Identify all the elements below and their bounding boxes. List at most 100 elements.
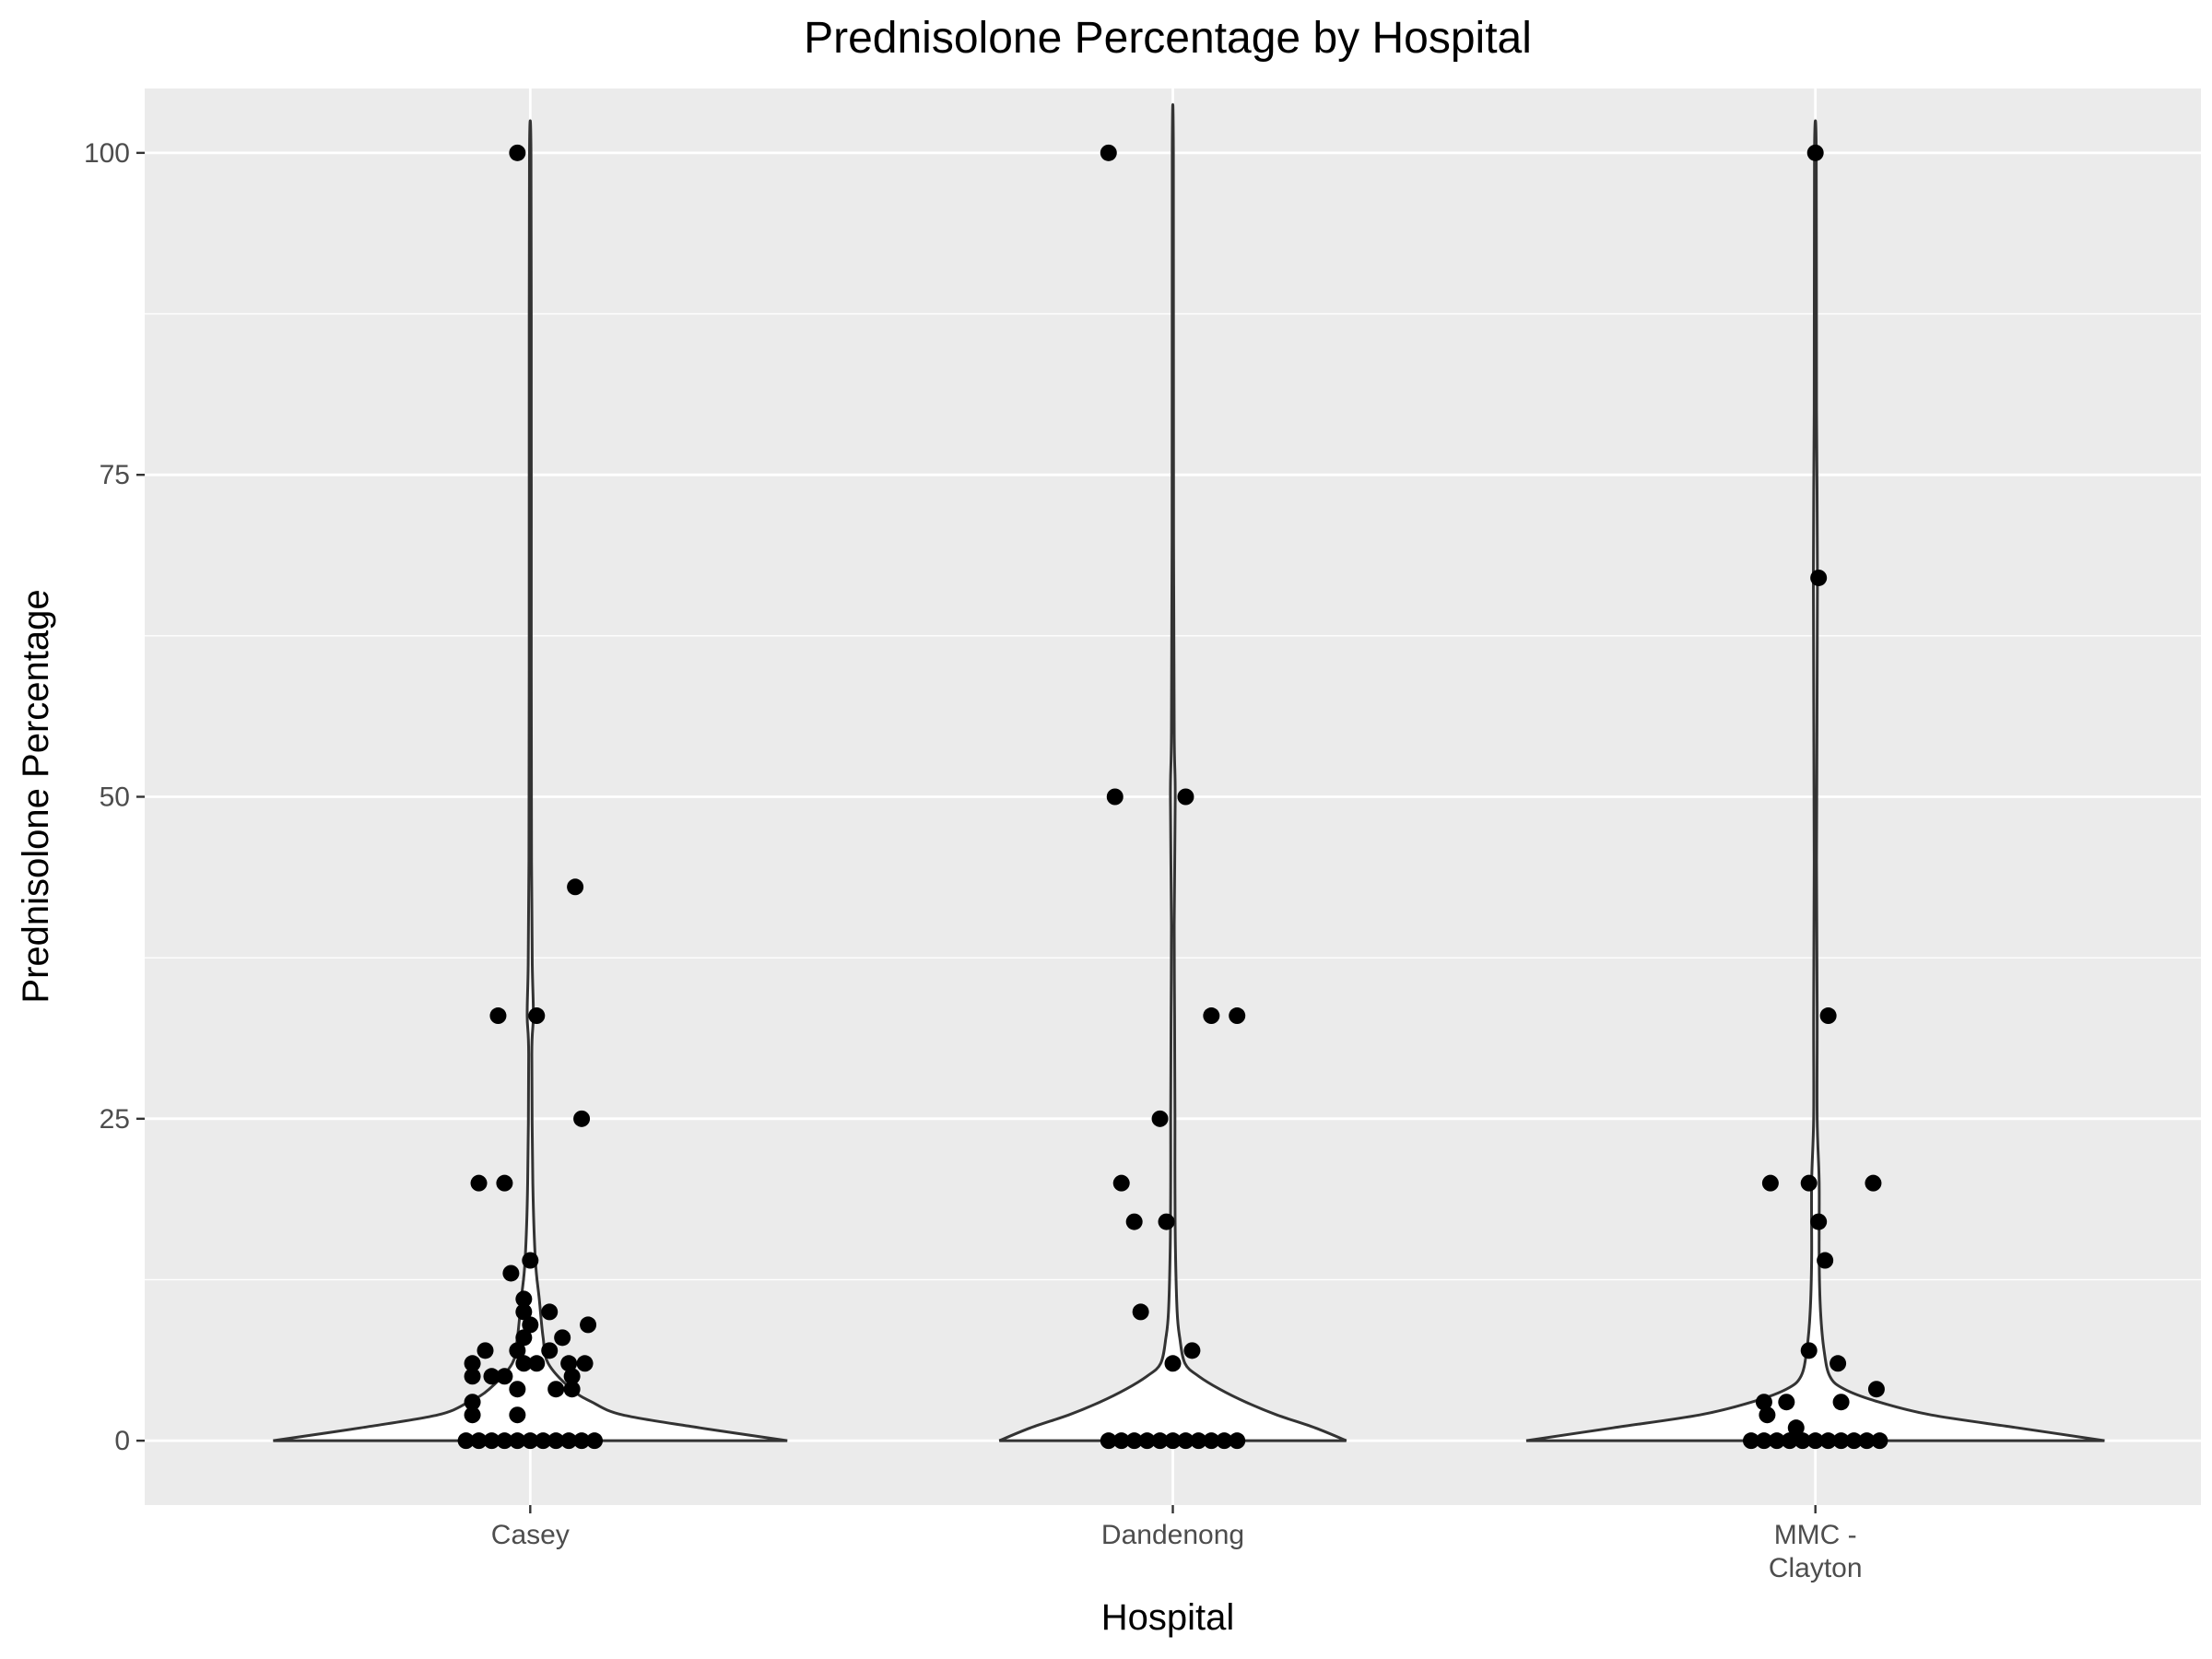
violin-0: [273, 119, 788, 1442]
data-point: [586, 1432, 604, 1450]
data-point: [509, 1342, 526, 1359]
data-point: [560, 1432, 578, 1450]
data-point: [554, 1329, 571, 1347]
data-point: [464, 1368, 481, 1385]
data-point: [464, 1394, 481, 1411]
data-point: [1112, 1174, 1130, 1192]
data-point: [489, 1007, 507, 1025]
data-point: [1768, 1432, 1785, 1450]
data-point: [547, 1381, 565, 1398]
data-point: [1183, 1342, 1201, 1359]
data-point: [1755, 1394, 1772, 1411]
data-point: [1164, 1432, 1182, 1450]
y-axis: 0 25 50 75 100: [84, 138, 145, 1456]
y-tick-label: 0: [114, 1426, 130, 1456]
data-point: [1787, 1419, 1805, 1437]
data-point: [567, 878, 584, 896]
data-point: [1742, 1432, 1759, 1450]
data-point: [563, 1368, 581, 1385]
data-point: [580, 1316, 597, 1334]
data-point: [1190, 1432, 1207, 1450]
data-point: [1865, 1174, 1882, 1192]
data-point: [1177, 788, 1194, 806]
data-point: [1819, 1432, 1837, 1450]
data-point: [528, 1007, 546, 1025]
x-tick-label: Casey: [491, 1520, 570, 1550]
y-tick-label: 50: [100, 782, 130, 813]
data-point: [470, 1432, 488, 1450]
data-point: [1832, 1432, 1850, 1450]
data-point: [1229, 1007, 1246, 1025]
data-point: [515, 1329, 533, 1347]
data-point: [1819, 1007, 1837, 1025]
data-point: [1100, 1432, 1117, 1450]
data-point: [509, 144, 526, 161]
data-point: [464, 1406, 481, 1424]
data-point: [522, 1432, 539, 1450]
data-point: [496, 1368, 513, 1385]
data-point: [470, 1174, 488, 1192]
data-point: [1125, 1213, 1143, 1230]
x-tick-label: Dandenong: [1101, 1520, 1244, 1550]
chart-title: Prednisolone Percentage by Hospital: [804, 14, 1532, 63]
data-point: [1132, 1303, 1149, 1321]
data-point: [1761, 1174, 1779, 1192]
data-point: [1830, 1355, 1847, 1372]
y-axis-title: Prednisolone Percentage: [16, 589, 56, 1003]
data-point: [509, 1406, 526, 1424]
data-point: [509, 1381, 526, 1398]
data-point: [573, 1432, 591, 1450]
data-point: [457, 1432, 475, 1450]
data-point: [1158, 1213, 1175, 1230]
x-axis: Casey Dandenong MMC -Clayton: [491, 1505, 1863, 1583]
data-point: [496, 1432, 513, 1450]
data-point: [1867, 1381, 1885, 1398]
data-point: [515, 1303, 533, 1321]
data-point: [1151, 1432, 1169, 1450]
data-point: [1125, 1432, 1143, 1450]
data-point: [563, 1381, 581, 1398]
data-point: [483, 1432, 500, 1450]
data-point: [576, 1355, 594, 1372]
data-point: [502, 1265, 520, 1282]
data-point: [1806, 144, 1824, 161]
data-points: [457, 144, 1888, 1450]
data-point: [1871, 1432, 1888, 1450]
data-point: [1845, 1432, 1863, 1450]
y-tick-label: 25: [100, 1104, 130, 1135]
data-point: [1832, 1394, 1850, 1411]
data-point: [1800, 1342, 1818, 1359]
data-point: [1177, 1432, 1194, 1450]
data-point: [528, 1355, 546, 1372]
data-point: [515, 1290, 533, 1308]
data-point: [522, 1252, 539, 1269]
data-point: [1216, 1432, 1233, 1450]
data-point: [1755, 1432, 1772, 1450]
data-point: [541, 1303, 559, 1321]
data-point: [1794, 1432, 1811, 1450]
data-point: [1164, 1355, 1182, 1372]
data-point: [496, 1174, 513, 1192]
data-point: [509, 1432, 526, 1450]
data-point: [515, 1355, 533, 1372]
data-point: [483, 1368, 500, 1385]
violin-1: [998, 102, 1347, 1442]
y-tick-label: 75: [100, 460, 130, 490]
data-point: [1203, 1007, 1220, 1025]
y-tick-label: 100: [84, 138, 130, 169]
data-point: [1138, 1432, 1156, 1450]
x-axis-title: Hospital: [1101, 1597, 1235, 1638]
data-point: [477, 1342, 494, 1359]
data-point: [1100, 144, 1117, 161]
data-point: [1858, 1432, 1876, 1450]
data-point: [573, 1110, 591, 1127]
data-point: [1106, 788, 1124, 806]
data-point: [1112, 1432, 1130, 1450]
data-point: [1810, 569, 1828, 586]
data-point: [1806, 1432, 1824, 1450]
data-point: [1778, 1394, 1795, 1411]
data-point: [1203, 1432, 1220, 1450]
data-point: [464, 1355, 481, 1372]
data-point: [560, 1355, 578, 1372]
